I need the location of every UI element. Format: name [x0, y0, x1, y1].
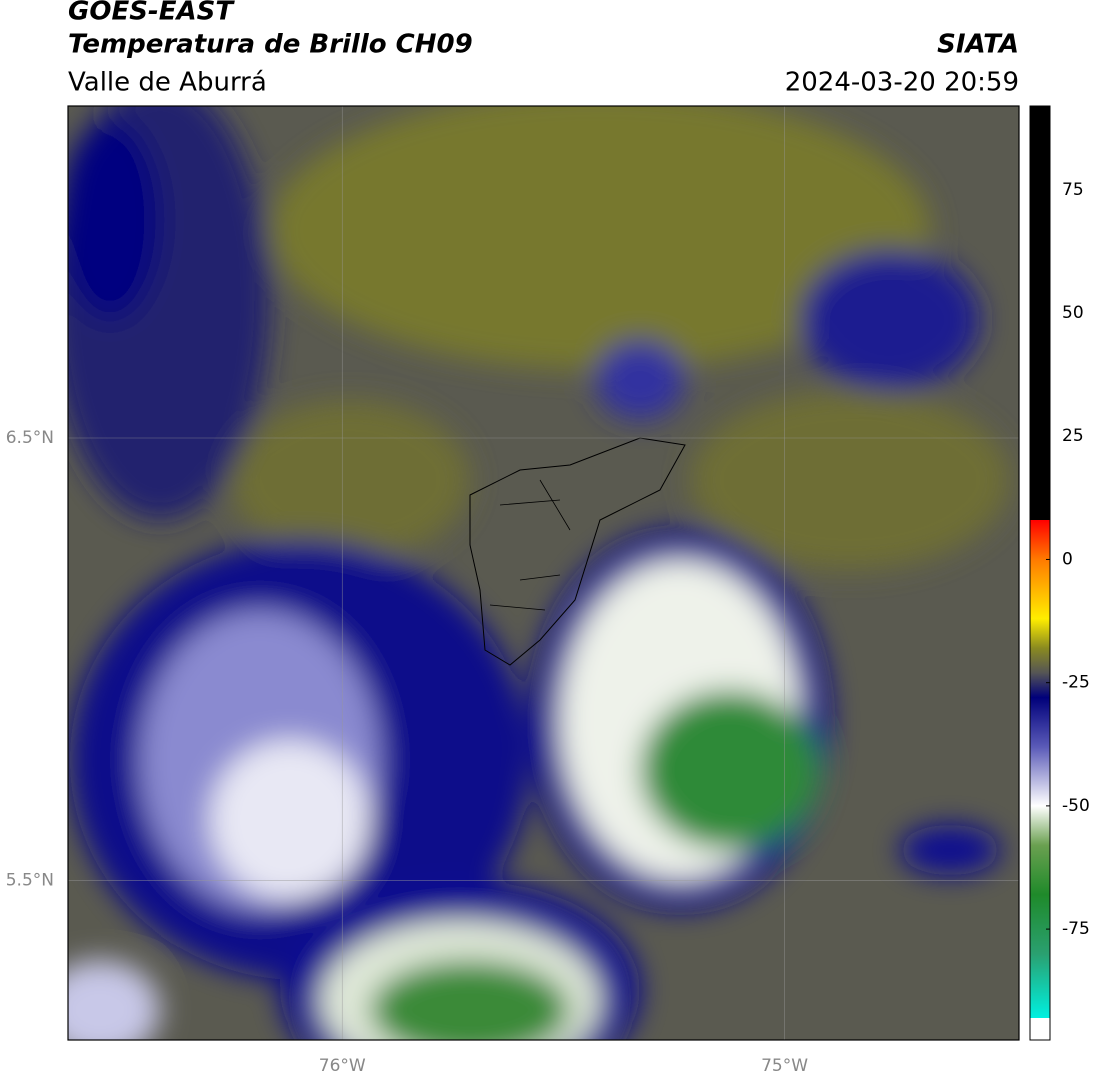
colorbar-tick-label: 75: [1062, 180, 1084, 200]
colorbar-tick-label: -75: [1062, 919, 1090, 939]
colorbar-tick-label: 50: [1062, 303, 1084, 323]
region: Valle de Aburrá: [68, 68, 267, 98]
y-tick-label: 5.5°N: [6, 871, 54, 891]
colorbar-tick-label: 0: [1062, 549, 1073, 569]
subtitle: Temperatura de Brillo CH09: [68, 30, 473, 60]
x-tick-label: 76°W: [319, 1056, 366, 1076]
colorbar-tick-label: -25: [1062, 673, 1090, 693]
valley-outline: [469, 437, 686, 666]
x-tick-label: 75°W: [761, 1056, 808, 1076]
colorbar-tick-label: -50: [1062, 796, 1090, 816]
map-frame: [67, 105, 1020, 1041]
satellite-field: [68, 106, 1019, 1040]
colorbar: [1029, 105, 1051, 1041]
source: SIATA: [937, 30, 1019, 60]
municipal-boundary: [489, 479, 571, 611]
y-tick-label: 6.5°N: [6, 428, 54, 448]
colorbar-tick-label: 25: [1062, 426, 1084, 446]
title: GOES-EAST: [68, 0, 235, 27]
datetime: 2024-03-20 20:59: [785, 68, 1019, 98]
